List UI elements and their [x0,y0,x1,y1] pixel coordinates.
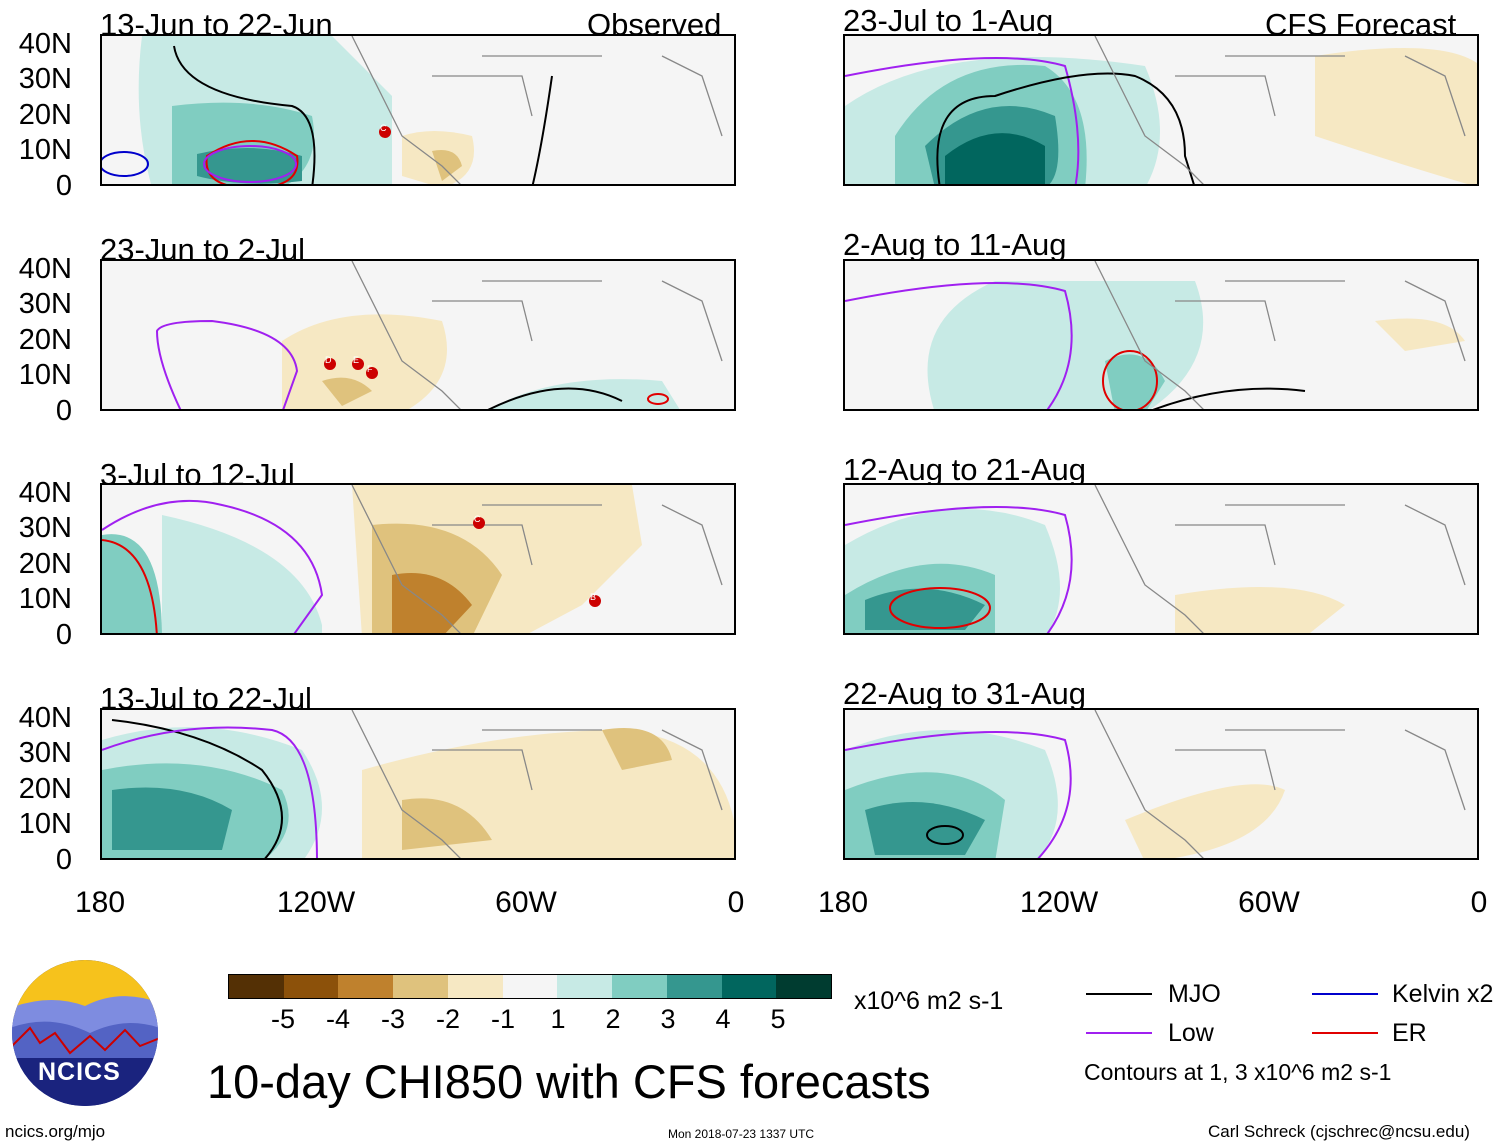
lon-label: 120W [1019,886,1099,919]
colorbar-swatch [721,975,777,998]
lat-label: 30N [18,63,72,95]
storm-label: C [474,514,481,524]
colorbar-label: 4 [715,1004,731,1034]
panel-fcst-2 [843,259,1479,411]
map-obs-4 [102,710,734,858]
colorbar-label: 5 [770,1004,786,1034]
map-obs-2 [102,261,734,409]
colorbar-swatch [229,975,284,998]
lon-label: 60W [495,886,557,919]
lat-label: 20N [18,99,72,131]
storm-marker-c [379,126,391,138]
colorbar-label: 3 [660,1004,676,1034]
legend-label-mjo: MJO [1168,980,1221,1008]
panel-fcst-4 [843,708,1479,860]
lat-label: 0 [55,844,72,876]
colorbar-swatch [447,975,503,998]
storm-label: E [353,355,360,365]
lon-label: 60W [1238,886,1300,919]
ncics-logo [12,960,158,1106]
panel-title: 12-Aug to 21-Aug [843,452,1087,487]
lat-label: 30N [18,288,72,320]
colorbar-swatch [502,975,558,998]
panel-obs-1 [100,34,736,186]
colorbar-label: 2 [605,1004,621,1034]
map-fcst-2 [845,261,1477,409]
colorbar-swatch [283,975,339,998]
colorbar-label: -4 [325,1004,350,1034]
lat-label: 20N [18,548,72,580]
contour-note: Contours at 1, 3 x10^6 m2 s-1 [1084,1059,1392,1085]
storm-label: F [367,364,373,374]
lat-label: 40N [18,477,72,509]
panel-obs-4 [100,708,736,860]
lon-label: 180 [74,886,126,919]
panel-title: 23-Jul to 1-Aug [843,3,1054,38]
lat-label: 40N [18,253,72,285]
storm-label: C [380,123,387,133]
colorbar-swatch [666,975,722,998]
colorbar [228,974,832,999]
lat-label: 0 [55,619,72,651]
colorbar-units: x10^6 m2 s-1 [854,987,1004,1015]
lat-label: 20N [18,324,72,356]
map-fcst-1 [845,36,1477,184]
legend-line-kelvin [1312,993,1378,995]
footer-site: ncics.org/mjo [5,1122,106,1141]
lat-label: 40N [18,702,72,734]
panel-fcst-1 [843,34,1479,186]
storm-label: B [590,592,597,602]
legend-label-low: Low [1168,1019,1214,1047]
colorbar-label: -1 [490,1004,515,1034]
panel-obs-3 [100,483,736,635]
lat-label: 10N [18,808,72,840]
colorbar-swatch [776,975,832,998]
main-title: 10-day CHI850 with CFS forecasts [207,1055,931,1108]
colorbar-swatch [612,975,667,998]
colorbar-swatch [393,975,448,998]
panel-obs-2 [100,259,736,411]
legend-label-er: ER [1392,1019,1427,1047]
legend-line-er [1312,1032,1378,1034]
colorbar-label: 1 [550,1004,566,1034]
legend-label-kelvin: Kelvin x2 [1392,980,1494,1008]
logo-text: NCICS [38,1058,121,1086]
colorbar-label: -5 [270,1004,295,1034]
panel-title: 2-Aug to 11-Aug [843,227,1067,262]
panel-title: 22-Aug to 31-Aug [843,676,1087,711]
lat-label: 30N [18,737,72,769]
lon-label: 0 [727,886,745,919]
colorbar-label: -2 [435,1004,460,1034]
colorbar-swatch [338,975,394,998]
lat-label: 10N [18,359,72,391]
map-obs-1 [102,36,734,184]
map-obs-3 [102,485,734,633]
panel-fcst-3 [843,483,1479,635]
lon-label: 0 [1470,886,1488,919]
lat-label: 0 [55,170,72,202]
lat-label: 40N [18,28,72,60]
lat-label: 10N [18,134,72,166]
map-fcst-3 [845,485,1477,633]
lat-label: 20N [18,773,72,805]
lat-label: 10N [18,583,72,615]
colorbar-label: -3 [380,1004,405,1034]
lat-label: 30N [18,512,72,544]
legend-line-low [1086,1032,1152,1034]
footer-author: Carl Schreck (cjschrec@ncsu.edu) [1208,1122,1470,1141]
map-fcst-4 [845,710,1477,858]
legend-line-mjo [1086,993,1152,995]
storm-label: D [325,355,332,365]
lon-label: 180 [817,886,869,919]
colorbar-swatch [557,975,613,998]
footer-timestamp: Mon 2018-07-23 1337 UTC [668,1127,815,1141]
lon-label: 120W [276,886,356,919]
lat-label: 0 [55,395,72,427]
